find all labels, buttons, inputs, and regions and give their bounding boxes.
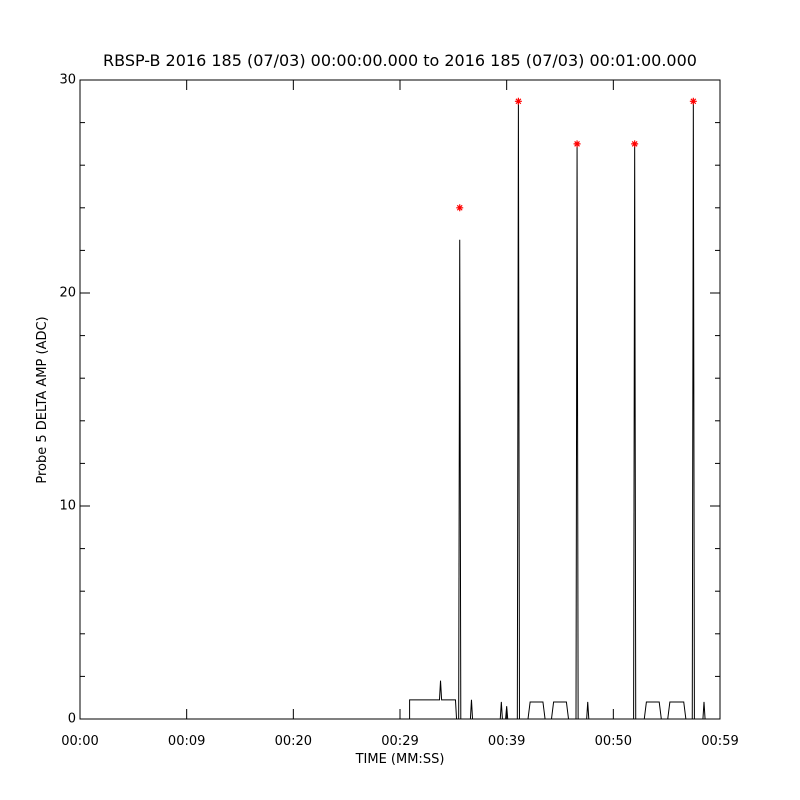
peak-marker: [514, 97, 522, 105]
y-tick-label: 20: [59, 286, 76, 301]
y-tick-label: 10: [59, 499, 76, 514]
peak-marker: [631, 140, 639, 148]
x-tick-label: 00:20: [275, 734, 312, 749]
x-axis-label: TIME (MM:SS): [355, 752, 445, 767]
peak-marker: [573, 140, 581, 148]
x-tick-label: 00:00: [61, 734, 98, 749]
plot-frame: [79, 79, 721, 720]
y-tick-label: 30: [59, 73, 76, 88]
y-axis-label: Probe 5 DELTA AMP (ADC): [35, 316, 50, 483]
peak-marker: [689, 97, 697, 105]
y-tick-label: 0: [68, 712, 76, 727]
x-tick-label: 00:09: [168, 734, 205, 749]
x-tick-label: 00:29: [381, 734, 418, 749]
x-tick-label: 00:59: [701, 734, 738, 749]
data-line: [80, 101, 720, 720]
chart-title: RBSP-B 2016 185 (07/03) 00:00:00.000 to …: [103, 51, 697, 70]
x-tick-label: 00:50: [595, 734, 632, 749]
x-tick-label: 00:39: [488, 734, 525, 749]
peak-marker: [456, 204, 464, 212]
